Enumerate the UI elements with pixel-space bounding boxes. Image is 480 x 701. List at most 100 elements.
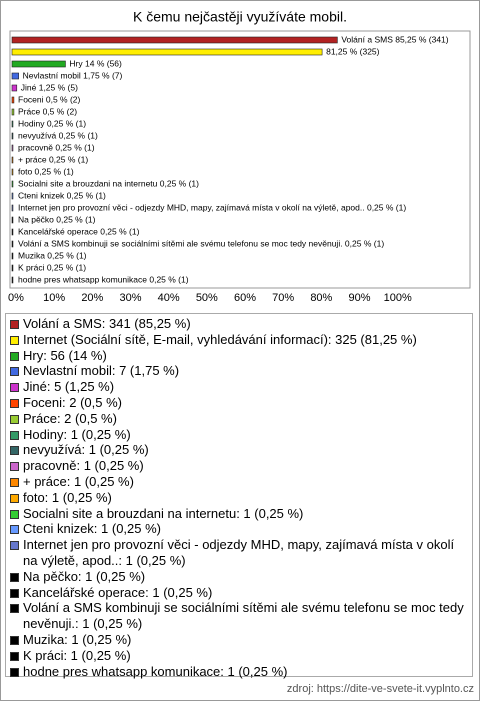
bar xyxy=(11,192,14,200)
bar-label: Hodiny 0,25 % (1) xyxy=(18,118,86,128)
legend-swatch xyxy=(10,651,19,661)
legend-item: Práce: 2 (0,5 %) xyxy=(10,411,472,427)
legend-label: pracovně: 1 (0,25 %) xyxy=(23,458,144,474)
bar-label: Socialni site a brouzdani na internetu 0… xyxy=(18,178,199,188)
x-tick-label: 20% xyxy=(81,292,103,304)
legend-swatch xyxy=(10,635,19,645)
legend-label: Na pěčko: 1 (0,25 %) xyxy=(23,568,146,584)
chart: K čemu nejčastěji využíváte mobil. 0% 10%… xyxy=(8,9,471,304)
bar-label: K práci 0,25 % (1) xyxy=(18,262,86,272)
legend-swatch xyxy=(10,604,19,614)
x-tick-label: 80% xyxy=(310,292,332,304)
source: zdroj: https://dite-ve-svete-it.vyplnto.… xyxy=(286,683,474,695)
legend-swatch xyxy=(10,320,19,329)
bar-label: pracovně 0,25 % (1) xyxy=(18,142,95,152)
legend-item: Muzika: 1 (0,25 %) xyxy=(10,632,472,648)
x-tick-label: 60% xyxy=(234,292,256,304)
bar xyxy=(11,216,14,224)
legend-item: Kancelářské operace: 1 (0,25 %) xyxy=(10,585,472,601)
legend-item: Socialni site a brouzdani na internetu: … xyxy=(10,506,472,522)
bar-label: Jiné 1,25 % (5) xyxy=(21,82,78,92)
bar xyxy=(11,204,14,212)
x-tick-label: 50% xyxy=(196,292,218,304)
legend-swatch xyxy=(10,541,19,551)
bar xyxy=(11,132,14,140)
legend-swatch xyxy=(10,509,19,519)
bar xyxy=(11,48,323,56)
x-tick-label: 0% xyxy=(8,292,24,304)
legend-label: Volání a SMS: 341 (85,25 %) xyxy=(23,316,191,331)
legend-swatch xyxy=(10,477,19,487)
legend-item: + práce: 1 (0,25 %) xyxy=(10,474,472,490)
legend-swatch xyxy=(10,667,19,677)
legend-label: foto: 1 (0,25 %) xyxy=(23,489,112,505)
bar xyxy=(11,96,15,104)
bar xyxy=(11,168,14,176)
legend-label: nevyužívá: 1 (0,25 %) xyxy=(23,442,149,458)
bar xyxy=(11,84,18,92)
bar-label: Internet jen pro provozní věci - odjezdy… xyxy=(18,202,406,212)
legend-item: pracovně: 1 (0,25 %) xyxy=(10,458,472,474)
bar xyxy=(11,36,338,44)
legend-swatch xyxy=(10,572,19,582)
bar-label: Cteni knizek 0,25 % (1) xyxy=(18,190,106,200)
bar-label: Foceni 0,5 % (2) xyxy=(18,94,81,104)
bar xyxy=(11,180,14,188)
bar-label: Hry 14 % (56) xyxy=(69,58,122,68)
legend-swatch xyxy=(10,398,19,408)
legend-item: Jiné: 5 (1,25 %) xyxy=(10,379,472,395)
legend-swatch xyxy=(10,367,19,377)
bar-label: Muzika 0,25 % (1) xyxy=(18,250,87,260)
legend-item: Internet (Sociální sítě, E-mail, vyhledá… xyxy=(10,332,472,348)
legend-label: Cteni knizek: 1 (0,25 %) xyxy=(23,521,162,537)
legend-label: Volání a SMS kombinuji se sociálními sít… xyxy=(23,600,464,632)
bar-label: Volání a SMS 85,25 % (341) xyxy=(341,34,448,44)
legend-label: Muzika: 1 (0,25 %) xyxy=(23,631,132,647)
legend-swatch xyxy=(10,525,19,535)
bar xyxy=(11,276,14,284)
legend-label: K práci: 1 (0,25 %) xyxy=(23,647,131,663)
bar xyxy=(11,240,14,248)
x-tick-label: 100% xyxy=(384,292,412,304)
bar-label: Práce 0,5 % (2) xyxy=(18,106,77,116)
bar-label: foto 0,25 % (1) xyxy=(18,166,74,176)
legend-swatch xyxy=(10,383,19,393)
legend-swatch xyxy=(10,588,19,598)
bar-label: hodne pres whatsapp komunikace 0,25 % (1… xyxy=(18,274,189,284)
legend-label: Hodiny: 1 (0,25 %) xyxy=(23,426,131,442)
bar xyxy=(11,72,19,80)
bar xyxy=(11,264,14,272)
legend: Volání a SMS: 341 (85,25 %) Internet (Soc… xyxy=(5,313,473,680)
legend-label: Kancelářské operace: 1 (0,25 %) xyxy=(23,584,213,600)
bar xyxy=(11,120,14,128)
bar-label: Nevlastní mobil 1,75 % (7) xyxy=(23,70,123,80)
legend-label: Internet jen pro provozní věci - odjezdy… xyxy=(23,537,455,568)
legend-label: Internet (Sociální sítě, E-mail, vyhledá… xyxy=(23,331,417,347)
legend-item: Nevlastní mobil: 7 (1,75 %) xyxy=(10,363,472,379)
legend-label: Nevlastní mobil: 7 (1,75 %) xyxy=(23,363,180,379)
x-tick-label: 90% xyxy=(348,292,370,304)
bar xyxy=(11,144,14,152)
legend-label: hodne pres whatsapp komunikace: 1 (0,25 … xyxy=(23,663,288,679)
legend-item: foto: 1 (0,25 %) xyxy=(10,490,472,506)
legend-label: Foceni: 2 (0,5 %) xyxy=(23,394,122,410)
legend-swatch xyxy=(10,414,19,424)
legend-item: Na pěčko: 1 (0,25 %) xyxy=(10,569,472,585)
bar xyxy=(11,252,14,260)
legend-item: Volání a SMS kombinuji se sociálními sít… xyxy=(10,600,472,632)
legend-swatch xyxy=(10,351,19,361)
bar-label: Volání a SMS kombinuji se sociálními sít… xyxy=(18,238,384,248)
legend-swatch xyxy=(10,335,19,345)
legend-swatch xyxy=(10,493,19,503)
legend-swatch xyxy=(10,462,19,472)
bar-label: Na pěčko 0,25 % (1) xyxy=(18,214,96,224)
legend-item: Volání a SMS: 341 (85,25 %) xyxy=(10,316,472,332)
legend-swatch xyxy=(10,446,19,456)
bar xyxy=(11,228,14,236)
chart-title: K čemu nejčastěji využíváte mobil. xyxy=(133,9,347,25)
legend-label: Jiné: 5 (1,25 %) xyxy=(23,379,115,395)
plot-frame xyxy=(9,30,471,289)
legend-item: hodne pres whatsapp komunikace: 1 (0,25 … xyxy=(10,664,472,680)
legend-label: Socialni site a brouzdani na internetu: … xyxy=(23,505,304,521)
legend-label: Práce: 2 (0,5 %) xyxy=(23,410,117,426)
